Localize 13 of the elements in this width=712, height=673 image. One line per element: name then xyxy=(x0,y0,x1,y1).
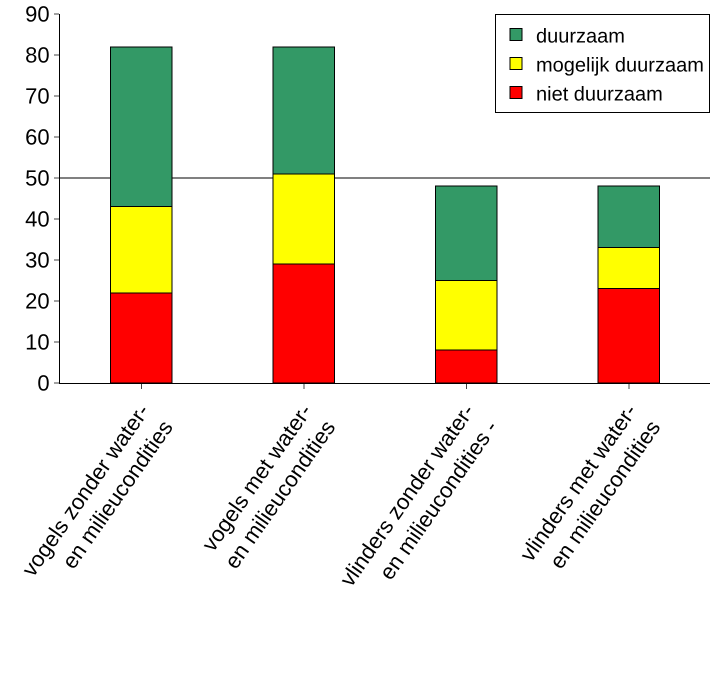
y-tick-label: 90 xyxy=(25,2,50,27)
y-tick-label: 70 xyxy=(25,84,50,109)
y-tick-label: 30 xyxy=(25,248,50,273)
legend-label: mogelijk duurzaam xyxy=(536,54,704,76)
legend-label: niet duurzaam xyxy=(536,83,663,106)
y-tick-label: 10 xyxy=(25,330,50,355)
y-tick-label: 20 xyxy=(25,288,50,314)
y-tick-label: 40 xyxy=(25,206,50,232)
y-tick-label: 50 xyxy=(25,166,50,191)
legend-label: duurzaam xyxy=(536,25,625,48)
y-tick-label: 60 xyxy=(25,124,50,150)
y-tick-label: 80 xyxy=(25,42,50,68)
y-tick-label: 0 xyxy=(37,370,50,396)
